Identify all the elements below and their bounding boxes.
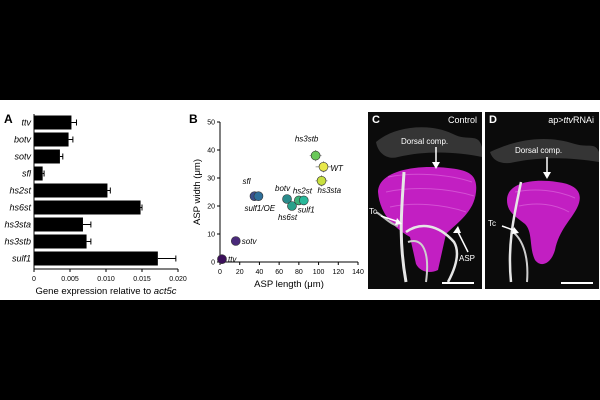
panel-b-letter: B	[189, 112, 198, 126]
data-point	[217, 254, 227, 264]
micrograph-control: C Control Dorsal comp. Tc ASP	[368, 112, 482, 289]
dorsal-comp-label-c: Dorsal comp.	[401, 137, 449, 146]
x-tick-label: 0	[32, 276, 36, 283]
data-point-label: ttv	[228, 255, 237, 264]
data-point-label: hs3stb	[295, 135, 319, 144]
bar	[34, 251, 158, 266]
x-axis-label: Gene expression relative to act5c	[35, 286, 176, 297]
x-tick-label: 0	[218, 269, 222, 276]
dorsal-comp-label-d: Dorsal comp.	[515, 146, 563, 155]
category-label: sulf1	[12, 254, 31, 264]
category-label: botv	[14, 135, 32, 145]
control-title: Control	[447, 115, 477, 125]
category-label: ttv	[21, 118, 31, 128]
ttv-rnai-title: ap>ttvRNAi	[548, 115, 594, 125]
category-label: hs2st	[9, 186, 31, 196]
data-point-label: hs2st	[293, 186, 313, 195]
scale-bar-c	[442, 282, 474, 284]
bar	[34, 149, 60, 164]
y-tick-label: 20	[207, 204, 215, 211]
micrograph-ttv-rnai: D ap>ttvRNAi Dorsal comp. Tc	[485, 112, 599, 289]
category-label: hs3stb	[4, 237, 31, 247]
y-tick-label: 0	[211, 260, 215, 267]
data-point	[253, 191, 264, 201]
y-axis-label: ASP width (μm)	[192, 159, 203, 225]
micrograph-control-image	[375, 127, 482, 283]
data-point	[230, 236, 241, 246]
data-point-label: sfl	[243, 177, 251, 186]
data-point-label: sulf1	[298, 205, 315, 214]
data-point-label: sulf1/OE	[244, 204, 275, 213]
data-point	[316, 176, 327, 186]
figure: A ttv botv sotv sfl hs2st hs6st hs3sta hs3stb su…	[0, 100, 600, 300]
bar	[34, 166, 43, 181]
x-tick-label: 0.005	[61, 276, 79, 283]
bar	[34, 183, 108, 198]
data-point	[310, 150, 321, 161]
data-point-label: hs3sta	[318, 186, 342, 195]
panel-d-letter: D	[489, 114, 497, 126]
panel-c-letter: C	[372, 114, 380, 126]
data-point	[282, 194, 292, 204]
x-tick-label: 80	[295, 269, 303, 276]
y-tick-label: 10	[207, 232, 215, 239]
scatter-chart-asp-size: 0 20 40 60 80 100 120 140 0 10 20 30 40 50 ASP length …	[192, 120, 364, 291]
asp-label: ASP	[459, 254, 476, 263]
bar	[34, 132, 69, 147]
bar	[34, 115, 72, 130]
category-label: sotv	[14, 152, 31, 162]
x-tick-label: 100	[313, 269, 325, 276]
tc-label-c: Tc	[369, 207, 377, 216]
x-tick-label: 0.015	[133, 276, 151, 283]
micrograph-ttv-rnai-image	[490, 138, 599, 283]
y-tick-label: 50	[207, 120, 215, 127]
category-label: hs3sta	[4, 220, 31, 230]
data-point-label: WT	[331, 164, 345, 173]
y-tick-label: 40	[207, 148, 215, 155]
x-tick-label: 60	[275, 269, 283, 276]
x-axis-label: ASP length (μm)	[254, 279, 324, 290]
x-tick-label: 120	[332, 269, 344, 276]
data-point	[298, 195, 309, 206]
x-tick-label: 40	[256, 269, 264, 276]
data-point	[318, 161, 329, 172]
data-point-label: sotv	[242, 237, 258, 246]
scale-bar-d	[561, 282, 593, 284]
panel-a-letter: A	[4, 112, 13, 126]
bar	[34, 217, 83, 232]
data-point-label: hs6st	[278, 213, 298, 222]
x-tick-label: 140	[352, 269, 364, 276]
data-point-label: botv	[275, 184, 291, 193]
bar	[34, 234, 87, 249]
category-label: hs6st	[9, 203, 31, 213]
x-tick-label: 0.010	[97, 276, 115, 283]
x-tick-label: 20	[236, 269, 244, 276]
data-point	[287, 201, 297, 211]
bar	[34, 200, 141, 215]
y-tick-label: 30	[207, 176, 215, 183]
tc-label-d: Tc	[488, 219, 496, 228]
x-tick-label: 0.020	[169, 276, 187, 283]
category-label: sfl	[22, 169, 32, 179]
bar-chart-gene-expression: ttv botv sotv sfl hs2st hs6st hs3sta hs3stb sulf…	[4, 114, 187, 297]
